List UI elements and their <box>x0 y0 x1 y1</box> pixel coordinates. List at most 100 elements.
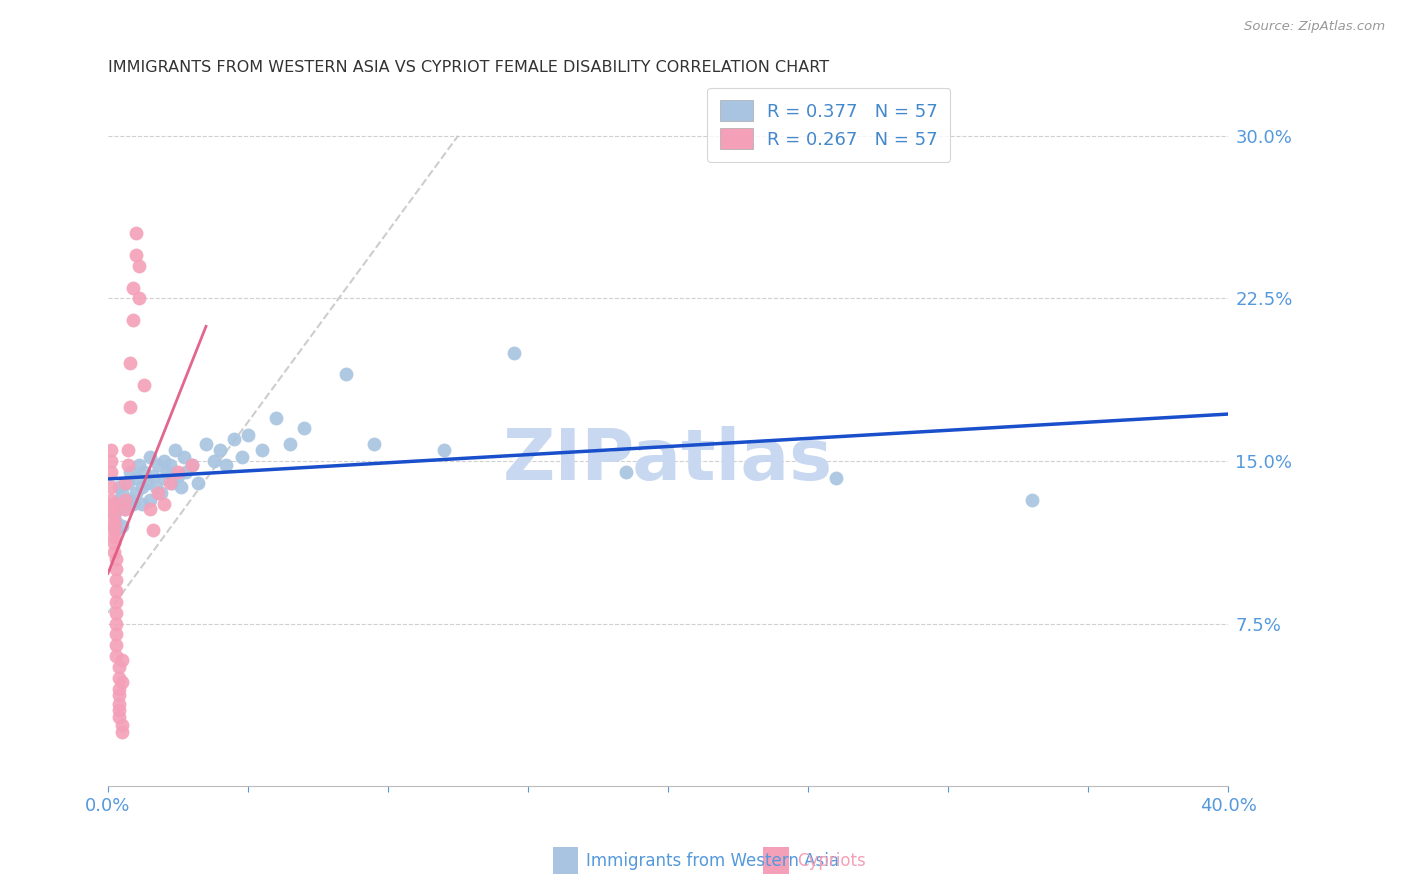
Text: Immigrants from Western Asia: Immigrants from Western Asia <box>586 852 839 870</box>
Point <box>167 469 190 483</box>
Point <box>103 524 125 538</box>
Point <box>100 465 122 479</box>
Point <box>125 248 148 262</box>
Point <box>108 671 131 685</box>
Point <box>278 436 301 450</box>
Point <box>108 697 131 711</box>
Point <box>150 486 173 500</box>
Point <box>105 524 128 538</box>
Point <box>103 530 125 544</box>
Point <box>222 432 245 446</box>
Point <box>100 497 122 511</box>
Point <box>105 562 128 576</box>
Point <box>153 497 176 511</box>
Point <box>120 356 142 370</box>
Point <box>105 627 128 641</box>
Point <box>131 497 153 511</box>
Point <box>159 458 181 473</box>
Point <box>111 675 134 690</box>
Point <box>108 681 131 696</box>
Point <box>614 465 637 479</box>
Point <box>108 480 131 494</box>
Point <box>236 428 259 442</box>
Point <box>120 400 142 414</box>
Point <box>103 545 125 559</box>
Point <box>153 471 176 485</box>
Point <box>125 471 148 485</box>
Point <box>128 292 150 306</box>
Point <box>136 475 159 490</box>
Point <box>292 421 315 435</box>
Point <box>100 454 122 468</box>
Point <box>117 443 139 458</box>
Point <box>142 524 165 538</box>
Point <box>148 486 170 500</box>
Point <box>111 519 134 533</box>
Point <box>103 536 125 550</box>
Point <box>173 450 195 464</box>
Point <box>181 458 204 473</box>
Point <box>108 493 131 508</box>
Text: ZIPatlas: ZIPatlas <box>503 425 834 494</box>
Text: IMMIGRANTS FROM WESTERN ASIA VS CYPRIOT FEMALE DISABILITY CORRELATION CHART: IMMIGRANTS FROM WESTERN ASIA VS CYPRIOT … <box>108 60 830 75</box>
Point <box>111 486 134 500</box>
Point <box>145 480 167 494</box>
Point <box>103 497 125 511</box>
Point <box>120 493 142 508</box>
Point <box>165 443 187 458</box>
Point <box>111 653 134 667</box>
Text: Source: ZipAtlas.com: Source: ZipAtlas.com <box>1244 20 1385 33</box>
Point <box>156 465 179 479</box>
Point <box>195 436 218 450</box>
Point <box>125 486 148 500</box>
Point <box>231 450 253 464</box>
Point <box>134 378 156 392</box>
Point <box>167 465 190 479</box>
Point <box>111 725 134 739</box>
Point <box>250 443 273 458</box>
Point <box>120 465 142 479</box>
Point <box>128 259 150 273</box>
Point <box>117 458 139 473</box>
Point <box>103 519 125 533</box>
Point <box>335 368 357 382</box>
Point <box>114 475 136 490</box>
Point <box>159 475 181 490</box>
Point <box>139 501 162 516</box>
Point <box>433 443 456 458</box>
Text: Cypriots: Cypriots <box>797 852 866 870</box>
Point <box>187 475 209 490</box>
Point <box>100 501 122 516</box>
Point <box>134 465 156 479</box>
Legend: R = 0.377   N = 57, R = 0.267   N = 57: R = 0.377 N = 57, R = 0.267 N = 57 <box>707 87 950 161</box>
Point <box>108 703 131 717</box>
Point <box>100 443 122 458</box>
Point <box>105 595 128 609</box>
Point <box>202 454 225 468</box>
Point <box>108 710 131 724</box>
Point <box>122 280 145 294</box>
Point <box>105 573 128 587</box>
Point <box>105 584 128 599</box>
Point <box>103 515 125 529</box>
Point <box>114 501 136 516</box>
Point <box>108 688 131 702</box>
Point <box>1021 493 1043 508</box>
Point <box>100 493 122 508</box>
Point <box>208 443 231 458</box>
Point <box>264 410 287 425</box>
Point <box>105 616 128 631</box>
Point <box>214 458 236 473</box>
Point <box>176 465 198 479</box>
Point <box>100 480 122 494</box>
Point <box>148 458 170 473</box>
Point <box>111 718 134 732</box>
Point <box>108 660 131 674</box>
Point <box>139 493 162 508</box>
Point <box>122 313 145 327</box>
Point <box>105 551 128 566</box>
Point <box>131 480 153 494</box>
Point <box>128 458 150 473</box>
Point <box>105 515 128 529</box>
Point <box>139 450 162 464</box>
